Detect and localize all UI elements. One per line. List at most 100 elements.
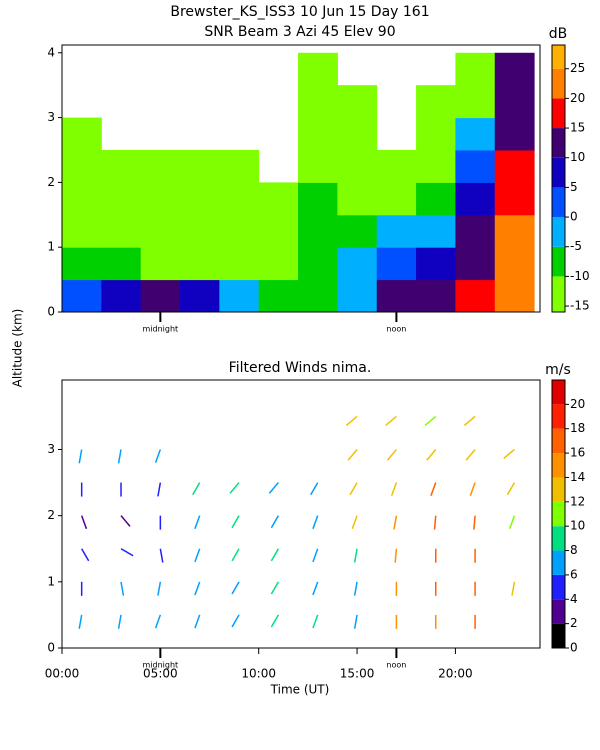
heatmap-cell (62, 149, 102, 183)
wind-barb (345, 415, 358, 426)
colorbar-label: m/s (545, 362, 571, 378)
heatmap-cell (455, 182, 496, 216)
colorbar-segment (552, 276, 565, 307)
colorbar-tick-label: 20 (570, 91, 585, 105)
wind-barb (270, 515, 280, 529)
wind-barb (426, 448, 437, 461)
colorbar-segment (552, 574, 565, 600)
wind-barb (154, 614, 162, 629)
panel-title: Filtered Winds nima. (229, 360, 372, 376)
wind-barb (268, 482, 279, 494)
heatmap-cell (494, 117, 535, 151)
wind-barb (157, 482, 162, 497)
heatmap-cell (62, 117, 102, 151)
heatmap-cell (219, 214, 260, 248)
heatmap-cell (62, 182, 102, 216)
wind-barb (310, 482, 319, 496)
heatmap-cell (337, 279, 378, 313)
heatmap-cell (298, 85, 338, 119)
heatmap-cell (298, 247, 338, 281)
heatmap-cell (337, 247, 378, 281)
heatmap-cell (298, 52, 338, 86)
heatmap-cell (337, 214, 378, 248)
annotation: midnight (143, 325, 179, 334)
colorbar-segment (552, 128, 565, 158)
heatmap-cell (416, 182, 456, 216)
heatmap-cell (494, 214, 535, 248)
wind-barb (506, 482, 516, 496)
y-tick-label: 0 (47, 641, 55, 655)
wind-barb (81, 548, 90, 562)
colorbar-tick-label: 10 (570, 150, 585, 164)
x-tick-label: 20:00 (438, 667, 473, 681)
colorbar-segment (552, 45, 565, 69)
heatmap-cell (376, 149, 417, 183)
heatmap-cell (298, 117, 338, 151)
wind-barb (120, 581, 125, 596)
heatmap-cell (494, 279, 535, 313)
heatmap-cell (219, 247, 260, 281)
wind-barb (463, 415, 476, 426)
colorbar-tick-label: 25 (570, 61, 585, 75)
colorbar-segment (552, 306, 565, 312)
heatmap-cell (140, 279, 181, 313)
heatmap-cell (180, 279, 220, 313)
y-tick-label: 2 (47, 508, 55, 522)
y-tick-label: 4 (47, 45, 55, 59)
wind-barb (229, 482, 240, 494)
heatmap-cell (258, 214, 299, 248)
wind-barb (270, 581, 280, 595)
wind-barb (430, 482, 437, 496)
wind-barb (117, 449, 122, 464)
heatmap-cell (180, 214, 220, 248)
wind-barb (312, 614, 319, 629)
wind-barb (433, 515, 437, 530)
heatmap-cell (494, 182, 535, 216)
colorbar-tick-label: 20 (570, 397, 585, 411)
wind-barb (312, 548, 319, 563)
colorbar-segment (552, 404, 565, 429)
heatmap-cell (298, 182, 338, 216)
wind-barb (473, 515, 476, 530)
wind-barb (353, 548, 358, 563)
colorbar-segment (552, 217, 565, 247)
colorbar-tick-label: -10 (570, 269, 590, 283)
y-axis-label: Altitude (km) (11, 309, 25, 388)
wind-barb (347, 448, 358, 461)
heatmap-cell (455, 52, 496, 86)
heatmap-cell (337, 85, 378, 119)
heatmap-cell (416, 149, 456, 183)
colorbar-segment (552, 246, 565, 277)
colorbar-segment (552, 380, 565, 405)
wind-barb (154, 449, 162, 463)
wind-barb (351, 515, 358, 530)
heatmap-cell (455, 85, 496, 119)
wind-barb (120, 548, 134, 557)
colorbar-segment (552, 623, 565, 648)
wind-barb (78, 449, 83, 464)
x-tick-label: 10:00 (241, 667, 276, 681)
heatmap-cell (416, 279, 456, 313)
wind-barb (465, 448, 476, 461)
x-tick-label: 05:00 (143, 667, 178, 681)
plot-frame (61, 44, 541, 313)
wind-barb (503, 448, 515, 460)
heatmap-cell (298, 149, 338, 183)
colorbar-tick-label: -15 (570, 299, 590, 313)
heatmap-cell (140, 214, 181, 248)
wind-barb (117, 614, 122, 629)
heatmap-cell (180, 182, 220, 216)
wind-barb (194, 515, 201, 530)
colorbar-segment (552, 501, 565, 527)
colorbar-tick-label: 14 (570, 470, 585, 484)
heatmap-cell (258, 182, 299, 216)
heatmap-cell (494, 85, 535, 119)
wind-barb (353, 581, 358, 596)
heatmap-cell (101, 214, 142, 248)
wind-barb (349, 482, 358, 496)
heatmap-cell (140, 247, 181, 281)
heatmap-cell (376, 247, 417, 281)
heatmap-cell (62, 247, 102, 281)
heatmap-cell (376, 214, 417, 248)
heatmap-cell (258, 279, 299, 313)
